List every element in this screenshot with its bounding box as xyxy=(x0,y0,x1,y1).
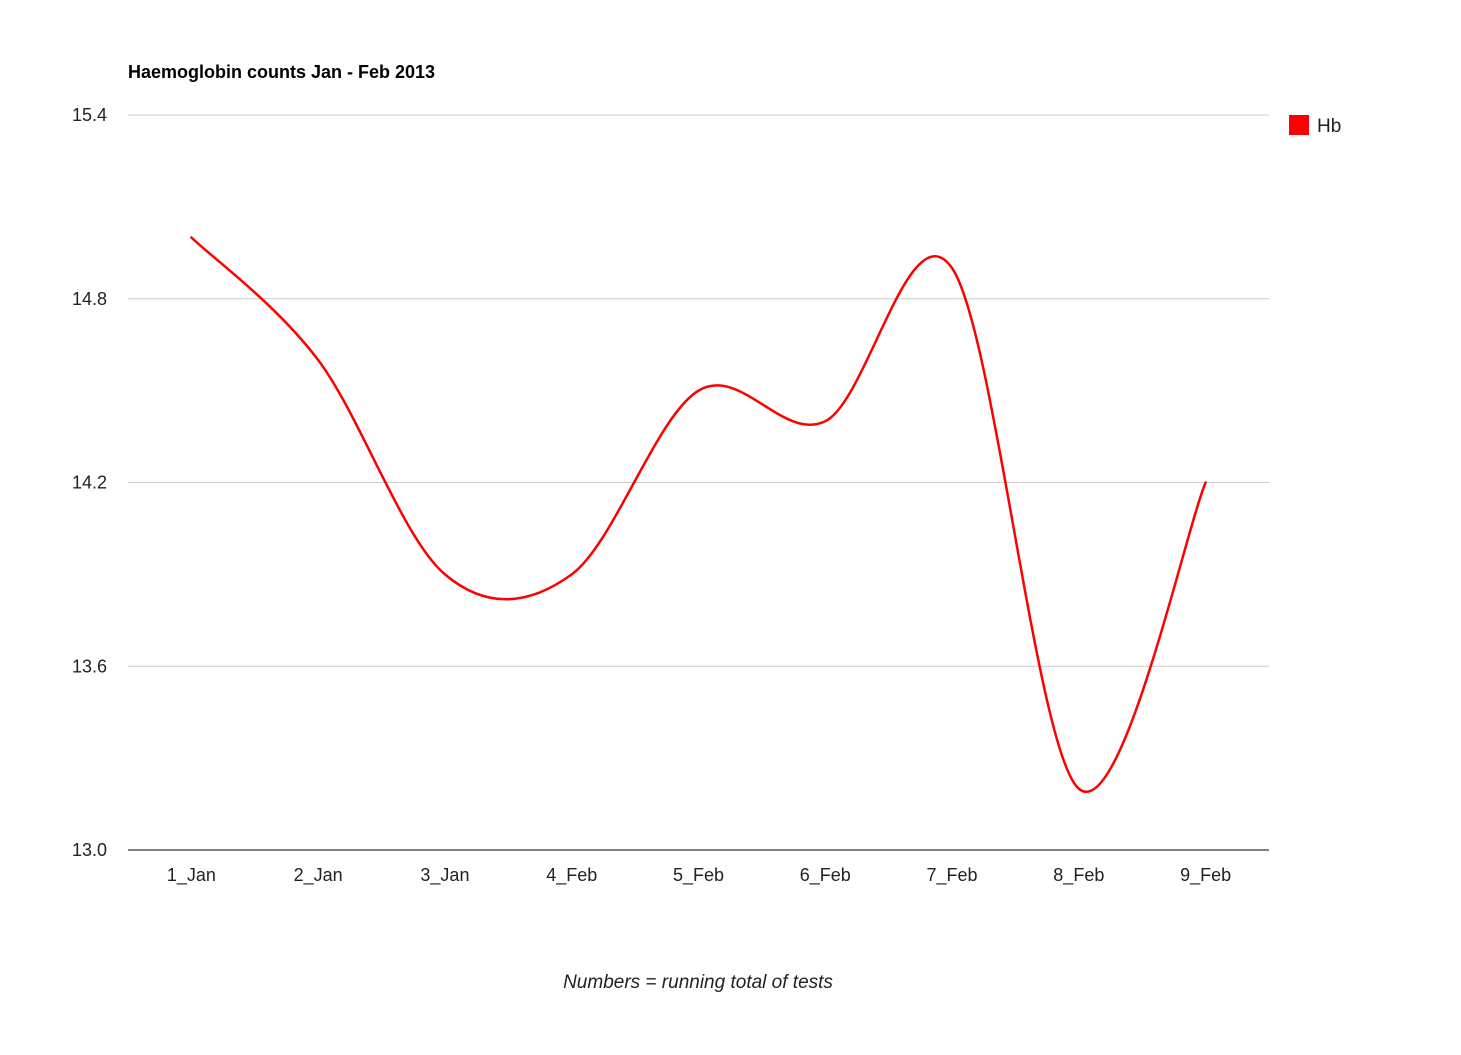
x-tick-label: 4_Feb xyxy=(546,865,597,886)
data-point xyxy=(695,387,703,395)
y-tick-label: 13.0 xyxy=(72,840,107,860)
data-point xyxy=(1202,479,1210,487)
x-tick-label: 7_Feb xyxy=(927,865,978,886)
y-tick-label: 14.8 xyxy=(72,289,107,309)
gridlines xyxy=(128,114,1269,851)
data-point xyxy=(948,264,956,272)
series-layer xyxy=(187,234,1210,793)
x-tick-label: 6_Feb xyxy=(800,865,851,886)
x-tick-label: 3_Jan xyxy=(420,865,469,886)
legend-label-hb: Hb xyxy=(1317,116,1341,137)
legend: Hb xyxy=(1289,115,1341,137)
x-axis-label: Numbers = running total of tests xyxy=(563,972,833,993)
x-tick-label: 9_Feb xyxy=(1180,865,1231,886)
data-point xyxy=(1075,785,1083,793)
data-point xyxy=(441,570,449,578)
y-axis-ticks: 15.4 14.8 14.2 13.6 13.0 xyxy=(72,105,107,860)
x-axis-ticks: 1_Jan 2_Jan 3_Jan 4_Feb 5_Feb 6_Feb 7_Feb 8_Feb… xyxy=(167,865,1231,886)
data-point xyxy=(568,570,576,578)
legend-swatch-hb xyxy=(1289,115,1309,135)
x-tick-label: 5_Feb xyxy=(673,865,724,886)
x-tick-label: 2_Jan xyxy=(294,865,343,886)
data-point xyxy=(314,356,322,364)
chart-title: Haemoglobin counts Jan - Feb 2013 xyxy=(128,62,435,82)
y-tick-label: 13.6 xyxy=(72,656,107,676)
data-point xyxy=(187,234,195,242)
y-tick-label: 15.4 xyxy=(72,105,107,125)
x-tick-label: 8_Feb xyxy=(1053,865,1104,886)
series-line-hb xyxy=(190,236,1207,793)
data-point xyxy=(821,417,829,425)
y-tick-label: 14.2 xyxy=(72,473,107,493)
x-tick-label: 1_Jan xyxy=(167,865,216,886)
